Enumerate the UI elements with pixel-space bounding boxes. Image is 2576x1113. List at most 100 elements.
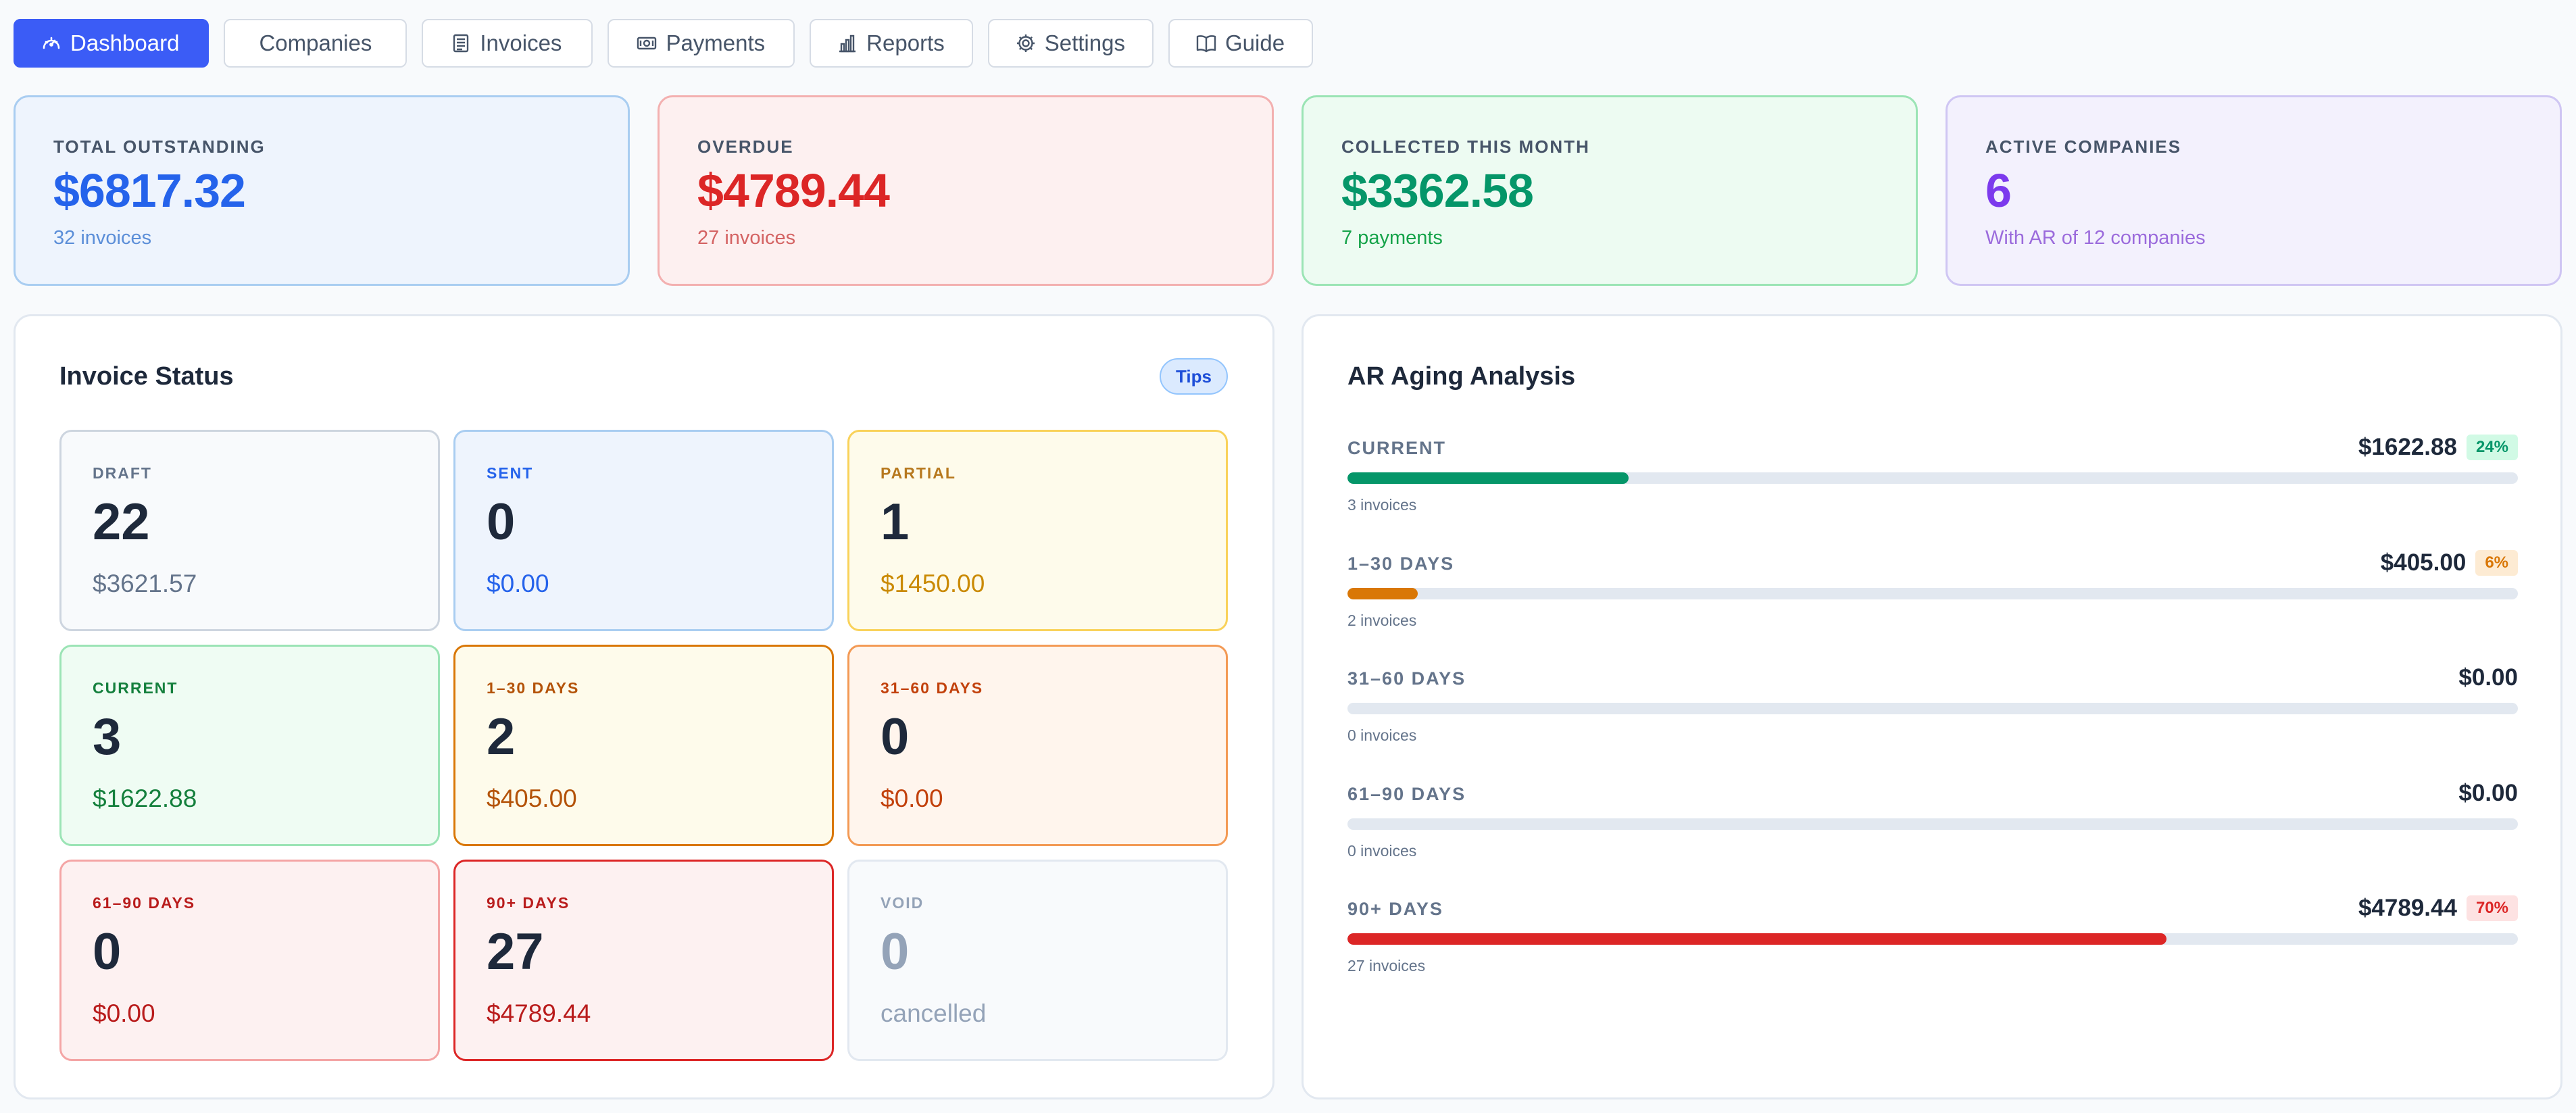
- tile-label: 61–90 DAYS: [93, 894, 196, 912]
- aging-progress-track: [1347, 933, 2518, 945]
- aging-label: 61–90 DAYS: [1347, 784, 1466, 804]
- tile-amount: $0.00: [93, 999, 155, 1027]
- nav-companies-label: Companies: [259, 30, 372, 55]
- aging-progress-fill: [1347, 472, 1629, 484]
- status-tile-partial[interactable]: PARTIAL 1 $1450.00: [847, 430, 1228, 631]
- nav-invoices-label: Invoices: [480, 30, 562, 55]
- top-nav: Dashboard Companies Invoices Payments: [14, 19, 1314, 68]
- tile-amount: $1622.88: [93, 785, 197, 812]
- tile-amount: $405.00: [487, 785, 577, 812]
- tile-amount: $4789.44: [487, 999, 591, 1027]
- kpi-subtext: 32 invoices: [53, 227, 152, 249]
- aging-amount: $0.00: [2458, 664, 2518, 691]
- kpi-value: $3362.58: [1341, 164, 1534, 217]
- aging-label: 90+ DAYS: [1347, 899, 1443, 919]
- tile-count: 0: [487, 493, 516, 551]
- status-tile-31-60-days[interactable]: 31–60 DAYS 0 $0.00: [847, 645, 1228, 846]
- ar-aging-panel: AR Aging Analysis CURRENT $1622.88 24% 3…: [1302, 314, 2562, 1099]
- kpi-value: $6817.32: [53, 164, 246, 217]
- ar-aging-title: AR Aging Analysis: [1347, 362, 1576, 391]
- aging-percent-badge: 6%: [2475, 550, 2518, 576]
- status-tile-61-90-days[interactable]: 61–90 DAYS 0 $0.00: [59, 860, 440, 1061]
- status-tile-draft[interactable]: DRAFT 22 $3621.57: [59, 430, 440, 631]
- kpi-total-outstanding: TOTAL OUTSTANDING $6817.32 32 invoices: [14, 95, 630, 286]
- tile-label: VOID: [881, 894, 924, 912]
- tile-count: 1: [881, 493, 910, 551]
- gear-icon: [1015, 32, 1037, 54]
- tile-count: 2: [487, 708, 516, 766]
- aging-progress-track: [1347, 818, 2518, 830]
- status-tile-sent[interactable]: SENT 0 $0.00: [453, 430, 834, 631]
- tile-label: PARTIAL: [881, 464, 956, 482]
- tile-count: 0: [93, 923, 122, 981]
- kpi-value: 6: [1985, 164, 2012, 217]
- tile-label: 31–60 DAYS: [881, 679, 984, 697]
- aging-progress-track: [1347, 703, 2518, 714]
- tile-amount: $3621.57: [93, 570, 197, 597]
- nav-guide-button[interactable]: Guide: [1168, 19, 1314, 68]
- nav-dashboard-label: Dashboard: [70, 30, 180, 55]
- aging-label: 31–60 DAYS: [1347, 668, 1466, 689]
- aging-row-1-30-days: 1–30 DAYS $405.00 6% 2 invoices: [1347, 549, 2518, 641]
- tile-amount: cancelled: [881, 999, 987, 1027]
- kpi-subtext: With AR of 12 companies: [1985, 227, 2206, 249]
- aging-progress-fill: [1347, 588, 1418, 599]
- nav-settings-button[interactable]: Settings: [987, 19, 1154, 68]
- kpi-collected-this-month: COLLECTED THIS MONTH $3362.58 7 payments: [1302, 95, 1918, 286]
- nav-dashboard-button[interactable]: Dashboard: [14, 19, 209, 68]
- tile-label: DRAFT: [93, 464, 152, 482]
- status-tile-1-30-days[interactable]: 1–30 DAYS 2 $405.00: [453, 645, 834, 846]
- tile-amount: $1450.00: [881, 570, 985, 597]
- status-tile-90-plus-days[interactable]: 90+ DAYS 27 $4789.44: [453, 860, 834, 1061]
- nav-reports-button[interactable]: Reports: [810, 19, 973, 68]
- aging-row-61-90-days: 61–90 DAYS $0.00 0 invoices: [1347, 780, 2518, 872]
- aging-row-31-60-days: 31–60 DAYS $0.00 0 invoices: [1347, 664, 2518, 756]
- aging-invoice-count: 27 invoices: [1347, 957, 1426, 974]
- aging-row-current: CURRENT $1622.88 24% 3 invoices: [1347, 434, 2518, 526]
- document-icon: [450, 32, 472, 54]
- aging-percent-badge: 70%: [2466, 895, 2518, 921]
- aging-row-90-plus-days: 90+ DAYS $4789.44 70% 27 invoices: [1347, 895, 2518, 987]
- status-tile-void[interactable]: VOID 0 cancelled: [847, 860, 1228, 1061]
- tile-label: 90+ DAYS: [487, 894, 570, 912]
- kpi-subtext: 7 payments: [1341, 227, 1443, 249]
- aging-progress-fill: [1347, 933, 2167, 945]
- aging-amount: $0.00: [2458, 780, 2518, 806]
- kpi-label: TOTAL OUTSTANDING: [53, 137, 266, 157]
- kpi-active-companies: ACTIVE COMPANIES 6 With AR of 12 compani…: [1946, 95, 2562, 286]
- kpi-label: ACTIVE COMPANIES: [1985, 137, 2182, 157]
- aging-amount: $1622.88: [2358, 434, 2457, 460]
- kpi-value: $4789.44: [697, 164, 890, 217]
- tips-button[interactable]: Tips: [1160, 358, 1228, 395]
- aging-invoice-count: 0 invoices: [1347, 842, 1417, 860]
- tile-label: 1–30 DAYS: [487, 679, 580, 697]
- tile-count: 27: [487, 923, 544, 981]
- aging-label: 1–30 DAYS: [1347, 553, 1455, 574]
- aging-amount: $4789.44: [2358, 895, 2457, 921]
- kpi-label: OVERDUE: [697, 137, 794, 157]
- kpi-overdue: OVERDUE $4789.44 27 invoices: [658, 95, 1274, 286]
- aging-progress-track: [1347, 588, 2518, 599]
- aging-percent-badge: 24%: [2466, 435, 2518, 460]
- tile-amount: $0.00: [487, 570, 549, 597]
- nav-payments-label: Payments: [666, 30, 766, 55]
- cash-icon: [636, 32, 658, 54]
- status-tile-current[interactable]: CURRENT 3 $1622.88: [59, 645, 440, 846]
- tile-label: SENT: [487, 464, 534, 482]
- nav-invoices-button[interactable]: Invoices: [422, 19, 593, 68]
- tile-count: 0: [881, 708, 910, 766]
- tile-label: CURRENT: [93, 679, 178, 697]
- tile-count: 3: [93, 708, 122, 766]
- nav-reports-label: Reports: [866, 30, 945, 55]
- nav-settings-label: Settings: [1044, 30, 1125, 55]
- invoice-status-panel: Invoice Status Tips DRAFT 22 $3621.57 SE…: [14, 314, 1274, 1099]
- nav-companies-button[interactable]: Companies: [224, 19, 407, 68]
- tile-count: 22: [93, 493, 150, 551]
- nav-payments-button[interactable]: Payments: [608, 19, 795, 68]
- bar-chart-icon: [837, 32, 858, 54]
- book-icon: [1195, 32, 1217, 54]
- aging-invoice-count: 3 invoices: [1347, 496, 1417, 514]
- kpi-label: COLLECTED THIS MONTH: [1341, 137, 1590, 157]
- aging-label: CURRENT: [1347, 438, 1446, 458]
